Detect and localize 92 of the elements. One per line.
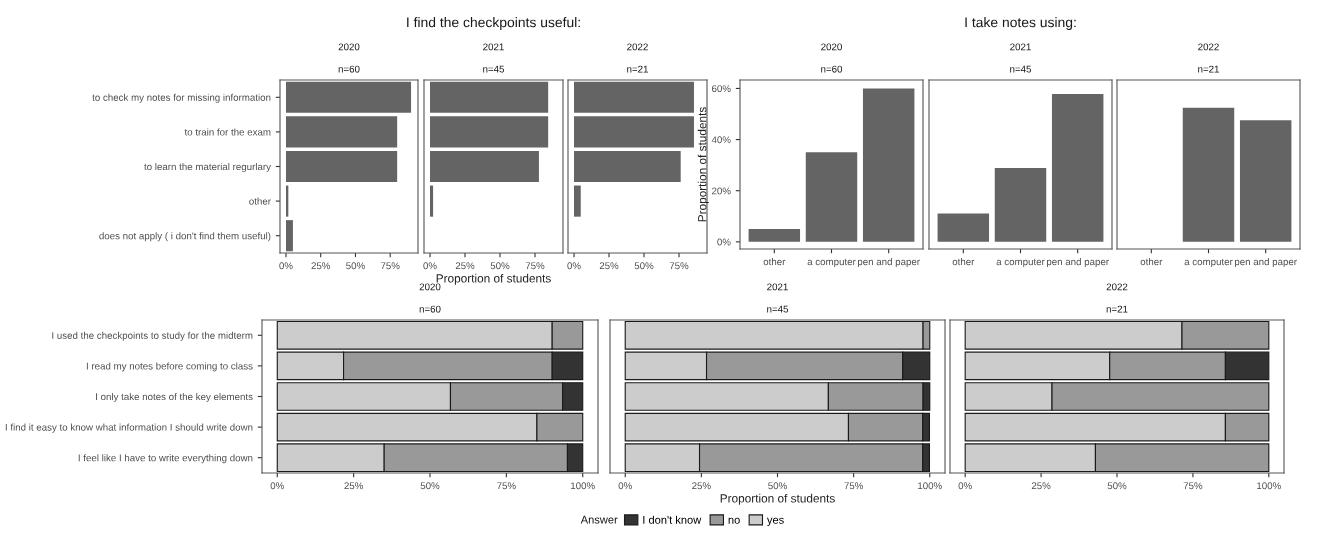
x-tick-label: 25% (344, 482, 364, 490)
y-tick-label: 20% (712, 187, 731, 195)
y-axis-title: Proportion of students (697, 107, 709, 222)
x-tick-label: a computer (1184, 258, 1233, 268)
y-tick-label: to learn the material regurlary (144, 162, 271, 173)
x-tick-label: 75% (844, 482, 864, 490)
text: n=60 (821, 65, 843, 73)
x-tick-label: 25% (455, 262, 475, 270)
x-tick-label: 75% (380, 262, 400, 270)
text: n=45 (1010, 65, 1032, 73)
bar (805, 152, 858, 242)
chart-subtitle: 2022 (627, 43, 648, 51)
chart-subtitle: 2020 (338, 43, 360, 51)
text: n=45 (767, 305, 789, 313)
x-tick-label: 0% (958, 482, 972, 490)
x-tick-label: 50% (420, 482, 440, 490)
x-tick-label: pen and paper (857, 258, 920, 268)
x-tick-label: 0% (423, 262, 437, 270)
x-tick-label: 0% (567, 262, 581, 270)
text: n=60 (338, 65, 360, 73)
y-tick-label: does not apply ( i don't find them useful) (99, 232, 271, 242)
text: n=60 (419, 305, 441, 313)
text: n=45 (483, 65, 505, 73)
x-tick-label: 100% (918, 482, 942, 490)
bar (285, 150, 398, 183)
x-tick-label: 75% (1183, 482, 1203, 490)
x-tick-label: pen and paper (1234, 258, 1297, 268)
x-tick-label: 50% (490, 262, 510, 270)
bar (285, 116, 398, 148)
bar (285, 220, 293, 252)
bar (574, 81, 694, 113)
x-tick-label: 25% (1031, 482, 1051, 490)
bar (430, 185, 434, 217)
text: n=21 (1106, 305, 1128, 313)
y-tick-label: I used the checkpoints to study for the midterm (52, 331, 253, 341)
y-tick-label: to check my notes for missing information (92, 93, 271, 103)
chart-subtitle: 2021 (1010, 43, 1031, 51)
chart-subtitle: 2022 (1198, 43, 1219, 51)
y-tick-label: 0% (717, 238, 731, 246)
y-tick-label: I read my notes before coming to class (86, 362, 253, 372)
bar (430, 81, 549, 113)
chart-subtitle: 2020 (419, 283, 441, 291)
x-tick-label: 25% (311, 262, 331, 270)
chart-title: I take notes using: (965, 17, 1076, 30)
bar (574, 185, 581, 217)
y-tick-label: to train for the exam (184, 128, 271, 136)
y-tick-label: 40% (711, 136, 731, 144)
text: n=21 (627, 65, 648, 73)
x-tick-label: pen and paper (1046, 258, 1109, 268)
x-tick-label: 100% (571, 482, 595, 490)
x-tick-label: other (952, 258, 975, 266)
x-tick-label: other (1140, 258, 1163, 266)
chart-subtitle: 2021 (767, 283, 788, 291)
legend-label: I don't know (643, 515, 702, 524)
chart-subtitle: 2021 (483, 43, 504, 51)
x-tick-label: 0% (618, 482, 632, 490)
x-axis-title: Proportion of students (436, 273, 551, 285)
x-tick-label: 50% (634, 262, 654, 270)
x-tick-label: 25% (692, 482, 711, 490)
x-tick-label: 75% (497, 482, 516, 490)
x-tick-label: 0% (279, 262, 293, 270)
bar (748, 229, 801, 242)
y-tick-label: I feel like I have to write everything down (78, 454, 253, 464)
y-tick-label: other (249, 197, 271, 205)
chart-subtitle: 2022 (1106, 283, 1128, 291)
bar (430, 116, 549, 148)
text: n=21 (1198, 65, 1219, 73)
y-tick-label: I only take notes of the key elements (96, 392, 253, 403)
x-tick-label: 50% (768, 482, 787, 490)
x-tick-label: other (763, 258, 786, 266)
bar (574, 116, 694, 148)
x-tick-label: 25% (599, 262, 619, 270)
chart-subtitle: 2020 (821, 43, 842, 51)
chart-title: I find the checkpoints useful: (407, 17, 580, 30)
x-tick-label: 100% (1257, 482, 1281, 490)
x-tick-label: 75% (669, 262, 689, 270)
x-tick-label: a computer (807, 258, 856, 268)
bar (862, 88, 915, 242)
x-tick-label: 50% (1107, 482, 1127, 490)
legend-label: yes (766, 517, 784, 526)
bar (430, 150, 539, 183)
legend-title: Answer (580, 515, 618, 524)
x-tick-label: a computer (996, 258, 1045, 268)
x-tick-label: 75% (525, 262, 545, 270)
y-tick-label: I find it easy to know what information I should write down (5, 423, 253, 433)
bar (574, 150, 681, 183)
bar (285, 81, 412, 113)
y-tick-label: 60% (712, 85, 731, 93)
x-tick-label: 0% (270, 482, 284, 490)
x-tick-label: 50% (346, 262, 365, 270)
x-axis-title: Proportion of students (720, 493, 835, 505)
legend-label: no (728, 517, 740, 524)
